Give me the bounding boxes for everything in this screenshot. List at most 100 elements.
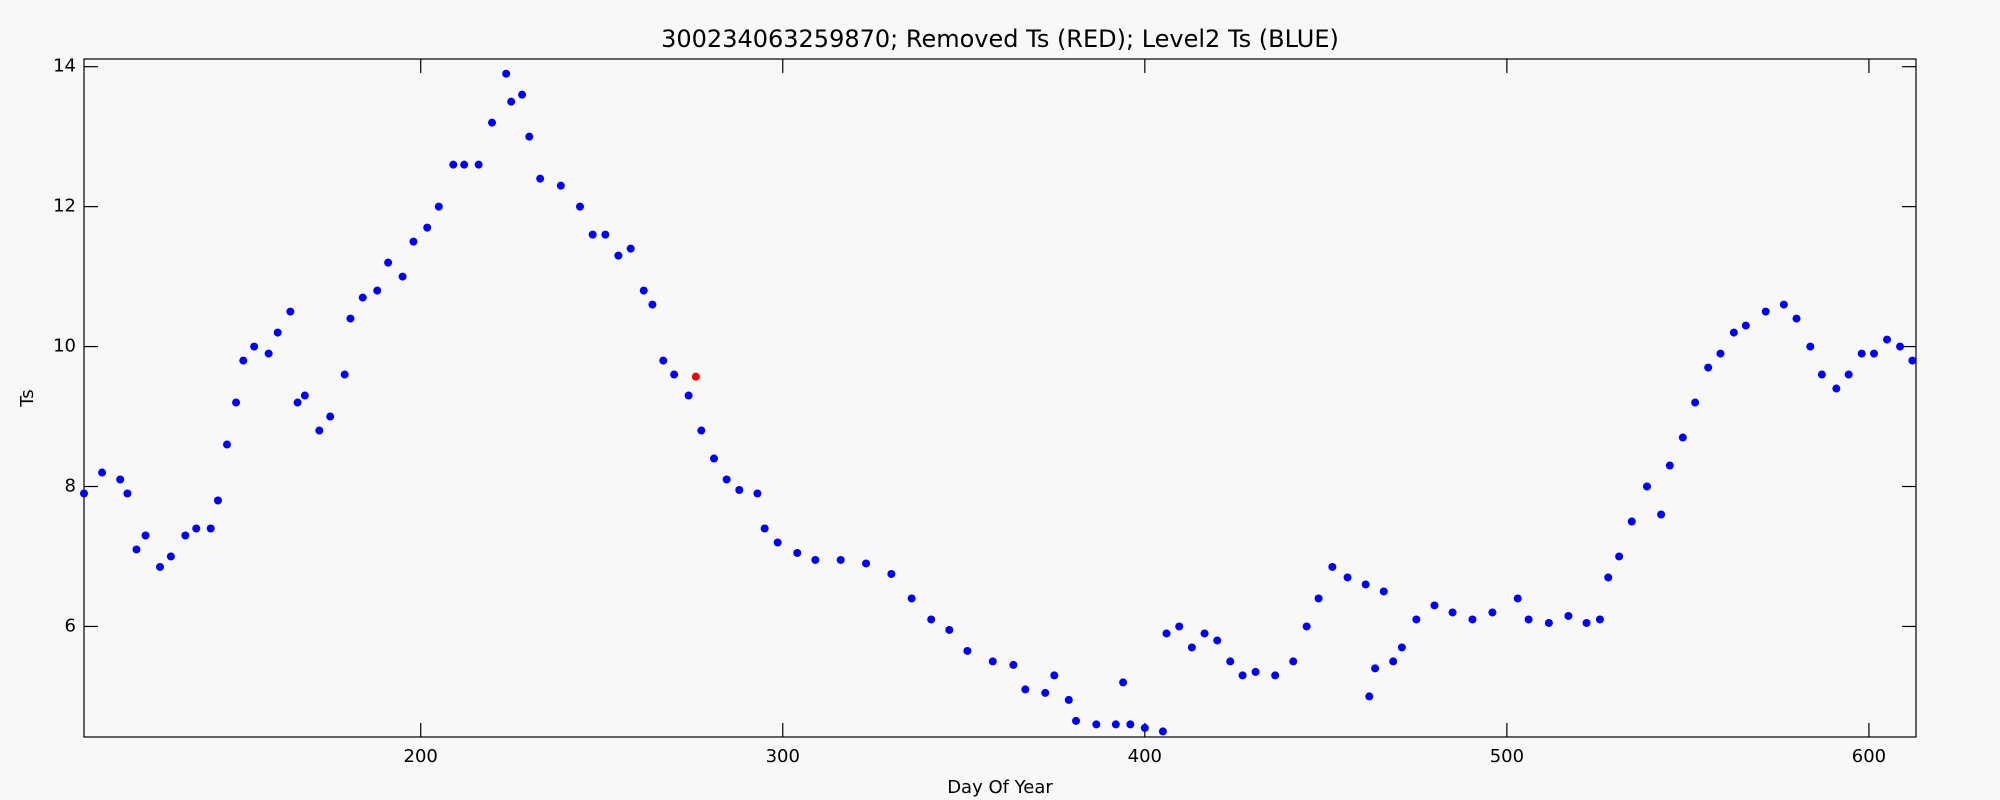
y-tick-label: 6	[65, 615, 76, 636]
data-point	[1397, 643, 1406, 652]
data-point	[1072, 716, 1081, 725]
data-point	[601, 230, 610, 239]
data-point	[1729, 328, 1738, 337]
data-point	[1162, 629, 1171, 638]
data-point	[1716, 349, 1725, 358]
data-point	[963, 646, 972, 655]
data-point	[206, 524, 215, 533]
data-point	[760, 524, 769, 533]
data-point	[232, 398, 241, 407]
data-point	[614, 251, 623, 260]
data-point	[1119, 678, 1128, 687]
data-point	[1896, 342, 1905, 351]
data-point	[639, 286, 648, 295]
data-point	[722, 475, 731, 484]
data-point	[1513, 594, 1522, 603]
data-point	[793, 548, 802, 557]
data-point	[836, 555, 845, 564]
data-point	[1544, 618, 1553, 627]
data-point	[488, 118, 497, 127]
data-point	[507, 97, 516, 106]
data-point	[1832, 384, 1841, 393]
y-tick-label: 10	[53, 336, 76, 357]
data-point	[1844, 370, 1853, 379]
data-point	[1343, 573, 1352, 582]
data-point	[1328, 562, 1337, 571]
x-axis-label: Day Of Year	[947, 777, 1053, 798]
data-point	[1908, 356, 1917, 365]
data-point	[1741, 321, 1750, 330]
data-point	[384, 258, 393, 267]
data-point	[518, 90, 527, 99]
data-point	[1314, 594, 1323, 603]
data-point	[1627, 517, 1636, 526]
data-point	[1792, 314, 1801, 323]
data-point	[1009, 660, 1018, 669]
data-point	[862, 559, 871, 568]
data-point	[1140, 723, 1149, 732]
x-tick-label: 300	[766, 746, 800, 767]
data-point	[1200, 629, 1209, 638]
data-point	[753, 489, 762, 498]
x-tick-label: 400	[1128, 746, 1162, 767]
data-point	[80, 489, 88, 498]
data-point	[1704, 363, 1713, 372]
data-point	[1817, 370, 1826, 379]
data-point	[1126, 720, 1135, 729]
data-point	[474, 160, 483, 169]
data-point	[132, 545, 141, 554]
data-point	[556, 181, 565, 190]
data-point	[1238, 671, 1247, 680]
data-point	[1642, 482, 1651, 491]
data-point	[709, 454, 718, 463]
data-point	[1064, 695, 1073, 704]
data-point	[927, 615, 936, 624]
data-point	[1657, 510, 1666, 519]
data-point	[945, 625, 954, 634]
data-point	[264, 349, 273, 358]
data-point	[1524, 615, 1533, 624]
data-point	[239, 356, 248, 365]
data-point	[1289, 657, 1298, 666]
data-point	[340, 370, 349, 379]
data-point	[1251, 667, 1260, 676]
data-point	[988, 657, 997, 666]
data-point	[735, 486, 744, 495]
data-point	[1379, 587, 1388, 596]
data-point	[1050, 671, 1059, 680]
data-point	[588, 230, 597, 239]
data-point	[1691, 398, 1700, 407]
data-point	[315, 426, 324, 435]
data-point	[1857, 349, 1866, 358]
data-point	[626, 244, 635, 253]
data-point	[1111, 720, 1120, 729]
y-tick-label: 8	[65, 476, 76, 497]
data-point	[1761, 307, 1770, 316]
data-point	[1158, 727, 1167, 736]
data-point	[648, 300, 657, 309]
data-point	[659, 356, 668, 365]
data-point	[1430, 601, 1439, 610]
data-point	[1595, 615, 1604, 624]
chart-title: 300234063259870; Removed Ts (RED); Level…	[661, 25, 1339, 53]
data-point	[223, 440, 232, 449]
data-point	[1365, 692, 1374, 701]
data-point	[1361, 580, 1370, 589]
data-point	[1448, 608, 1457, 617]
y-tick-label: 14	[53, 56, 76, 77]
data-point	[1615, 552, 1624, 561]
data-point	[697, 426, 706, 435]
data-point	[250, 342, 259, 351]
data-point	[1564, 611, 1573, 620]
data-point	[1371, 664, 1380, 673]
data-point	[1389, 657, 1398, 666]
data-point	[346, 314, 355, 323]
data-point	[449, 160, 458, 169]
data-point	[1582, 618, 1591, 627]
data-point	[409, 237, 418, 246]
data-point	[326, 412, 335, 421]
data-point	[887, 569, 896, 578]
data-point	[684, 391, 693, 400]
data-point	[1468, 615, 1477, 624]
